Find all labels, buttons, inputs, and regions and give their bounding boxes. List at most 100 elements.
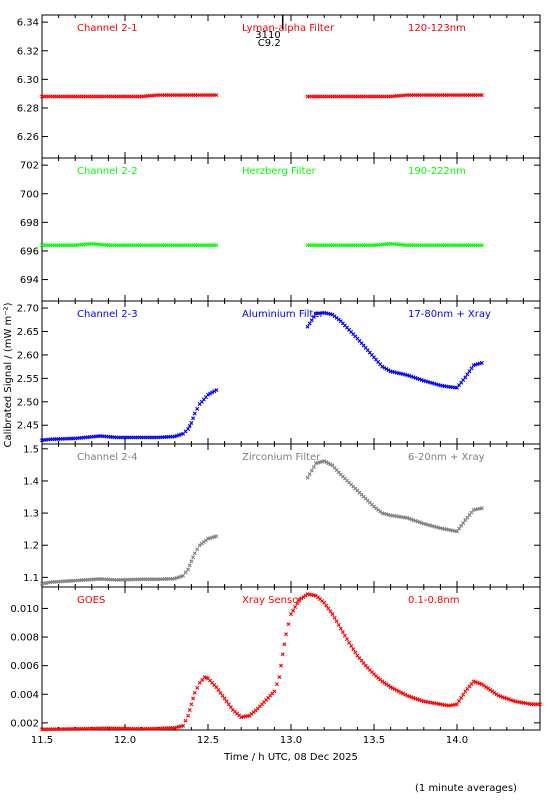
panel-frame: [41, 443, 541, 588]
data-point: [479, 93, 484, 98]
data-point: [289, 612, 293, 617]
data-point: [214, 534, 219, 539]
y-tick-label: 0.006: [10, 661, 39, 672]
data-point: [191, 696, 196, 701]
data-point: [382, 365, 387, 370]
data-point: [183, 570, 188, 575]
y-tick-label: 1.3: [23, 509, 39, 520]
data-point: [195, 685, 200, 690]
data-point: [322, 600, 327, 605]
y-tick-label: 702: [20, 161, 39, 172]
data-point: [479, 360, 484, 365]
data-point: [459, 695, 464, 700]
y-axis-title: Calibrated Signal / (mW m⁻²): [3, 302, 14, 447]
x-axis-title: Time / h UTC, 08 Dec 2025: [223, 752, 358, 763]
y-tick-label: 2.50: [17, 397, 39, 408]
data-point: [189, 702, 194, 707]
panel-frame: [41, 300, 541, 445]
data-point: [284, 632, 289, 637]
flare-marker-class: C9.2: [258, 38, 281, 49]
data-point: [384, 366, 389, 371]
data-point: [309, 318, 314, 323]
data-point: [279, 663, 284, 668]
data-point: [334, 619, 339, 624]
data-point: [457, 699, 462, 704]
y-tick-label: 1.1: [23, 573, 39, 584]
y-tick-label: 0.002: [10, 718, 39, 729]
y-tick-label: 2.70: [17, 304, 39, 315]
y-tick-label: 0.010: [10, 604, 39, 615]
panel-band-label: 190-222nm: [408, 166, 466, 177]
data-point: [192, 551, 197, 556]
data-point: [197, 680, 202, 685]
data-point: [326, 461, 331, 466]
data-point: [330, 612, 335, 617]
panel-filter-label: Xray Sensor: [242, 595, 303, 606]
data-point: [214, 93, 219, 98]
data-point: [309, 468, 314, 473]
data-point: [401, 691, 406, 696]
x-tick-label: 13.0: [280, 735, 302, 746]
flare-marker-id: 3110: [255, 30, 280, 41]
data-point: [214, 685, 219, 690]
y-tick-label: 2.55: [17, 374, 39, 385]
data-point: [222, 696, 227, 701]
y-tick-label: 700: [20, 189, 39, 200]
data-point: [186, 567, 191, 572]
panels-group: 6.26 6.28 6.30 6.32 6.34 Channel 2-1 Lyman-alp…: [10, 14, 542, 746]
data-point: [345, 637, 350, 642]
data-point: [191, 416, 196, 421]
panel-band-label: 120-123nm: [408, 23, 466, 34]
data-point: [192, 411, 197, 416]
data-point: [214, 388, 219, 393]
data-point: [187, 563, 192, 568]
panel-band-label: 0.1-0.8nm: [408, 595, 460, 606]
panel-3: 2.45 2.50 2.55 2.60 2.65 2.70 Channel 2-3 Alumi…: [17, 300, 541, 445]
panel-channel-label: Channel 2-3: [77, 309, 138, 320]
data-point: [305, 324, 310, 329]
data-point: [340, 630, 345, 635]
y-tick-label: 0.008: [10, 633, 39, 644]
data-point: [195, 547, 200, 552]
panel-filter-label: Zirconium Filter: [242, 452, 321, 463]
data-point: [282, 642, 287, 647]
panel-channel-label: Channel 2-2: [77, 166, 138, 177]
panel-4: 1.1 1.2 1.3 1.4 1.5 Channel 2-4 Zirconium Filt…: [23, 443, 541, 588]
data-point: [220, 693, 225, 698]
y-tick-label: 2.45: [17, 421, 39, 432]
data-point: [390, 686, 395, 691]
data-point: [332, 615, 337, 620]
data-point: [396, 689, 401, 694]
panel-5: 0.002 0.004 0.006 0.008 0.010 GOES Xray Sensor…: [10, 586, 542, 732]
data-point: [463, 375, 468, 380]
data-point: [291, 608, 296, 613]
data-point: [224, 699, 229, 704]
data-point: [392, 687, 397, 692]
data-point: [307, 472, 312, 477]
data-point: [195, 406, 200, 411]
data-point: [351, 647, 356, 652]
data-point: [311, 464, 316, 469]
data-point: [216, 687, 221, 692]
panel-frame: [41, 586, 541, 731]
data-point: [398, 690, 403, 695]
panel-frame: [41, 157, 541, 302]
data-point: [286, 622, 291, 627]
data-point: [218, 690, 223, 695]
data-point: [336, 622, 341, 627]
panel-band-label: 17-80nm + Xray: [408, 309, 491, 320]
data-point: [181, 573, 186, 578]
y-tick-label: 6.26: [17, 132, 39, 143]
data-point: [479, 506, 484, 511]
data-point: [388, 685, 393, 690]
data-point: [280, 652, 285, 657]
x-tick-label: 12.5: [197, 735, 219, 746]
y-tick-label: 1.5: [23, 444, 39, 455]
data-point: [212, 389, 217, 394]
data-point: [208, 391, 213, 396]
x-tick-label: 12.0: [114, 735, 136, 746]
data-point: [181, 723, 186, 728]
data-point: [394, 688, 399, 693]
data-point: [386, 368, 391, 373]
data-point: [353, 650, 358, 655]
